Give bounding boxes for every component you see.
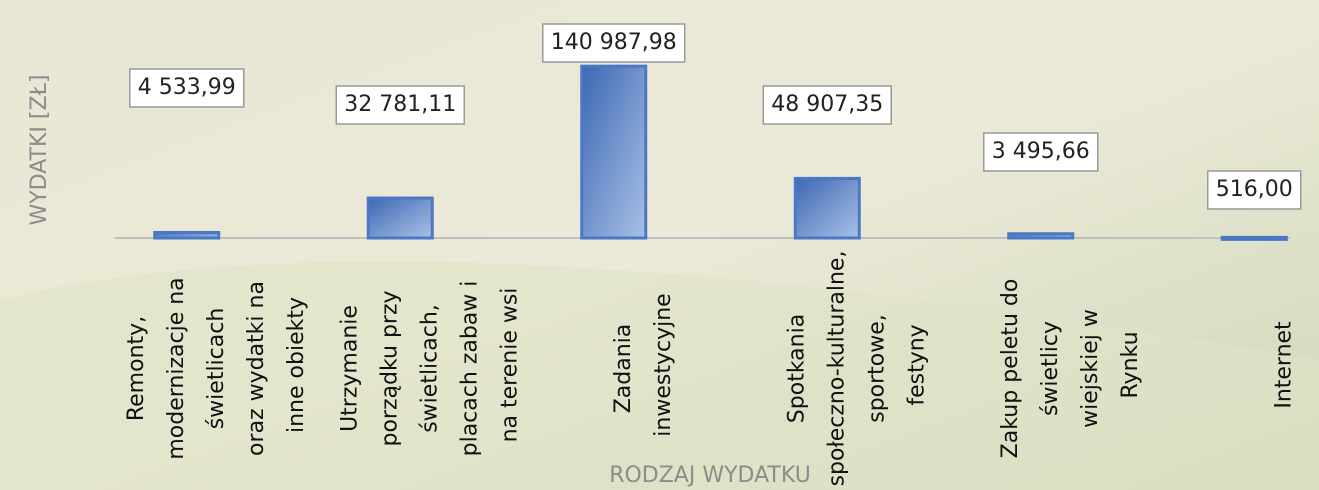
value-label-box bbox=[335, 85, 465, 125]
bar bbox=[1007, 232, 1075, 240]
value-label-box bbox=[1207, 170, 1302, 210]
y-axis-title: WYDATKI [ZŁ] bbox=[27, 74, 52, 225]
value-label: 32 781,11 bbox=[344, 92, 456, 117]
value-label: 48 907,35 bbox=[771, 92, 883, 117]
bar bbox=[793, 176, 861, 240]
x-tick-label: Spotkania społeczno-kulturalne, sportowe… bbox=[784, 244, 929, 487]
x-tick-label: Internet bbox=[1271, 321, 1296, 409]
bar bbox=[153, 230, 221, 240]
x-tick-label: Remonty, modernizacje na świetlicach ora… bbox=[124, 270, 309, 459]
value-label-box bbox=[983, 132, 1099, 172]
bar bbox=[1220, 235, 1288, 241]
x-tick-label: Utrzymanie porządku przy świetlicach, pl… bbox=[337, 274, 522, 457]
bar bbox=[366, 196, 434, 240]
x-axis-title: RODZAJ WYDATKU bbox=[609, 463, 811, 488]
value-label: 516,00 bbox=[1216, 177, 1293, 202]
field bbox=[0, 261, 1319, 490]
value-label-box bbox=[762, 85, 892, 125]
value-label: 140 987,98 bbox=[551, 30, 677, 55]
x-tick-label: Zadania inwestycyjne bbox=[611, 293, 676, 436]
bar bbox=[580, 64, 648, 240]
value-label: 3 495,66 bbox=[992, 139, 1090, 164]
value-label-box bbox=[129, 68, 245, 108]
value-label-box bbox=[542, 23, 686, 63]
x-tick-label: Zakup peletu do świetlicy wiejskiej w Ry… bbox=[998, 272, 1143, 459]
value-label: 4 533,99 bbox=[138, 75, 236, 100]
